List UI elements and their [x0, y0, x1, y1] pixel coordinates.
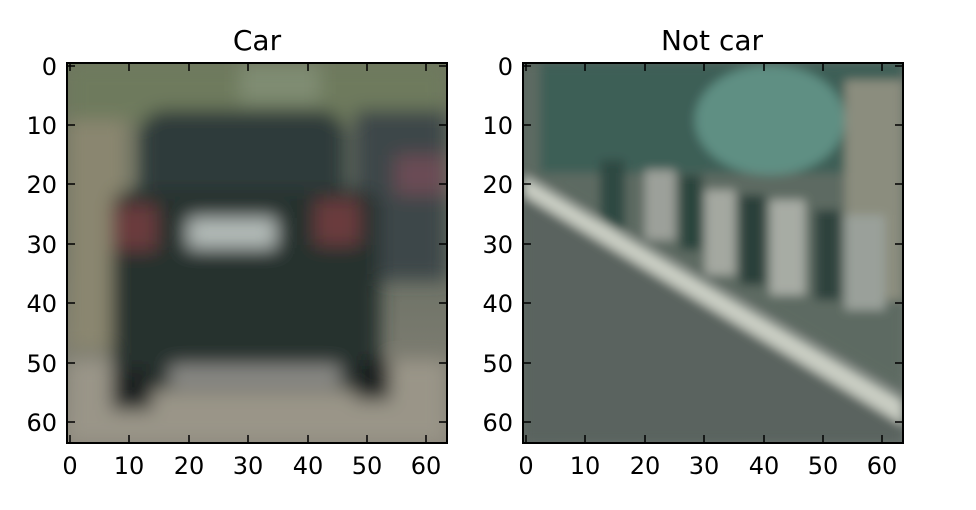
- x-tick: 10: [114, 63, 145, 480]
- x-tick: 50: [352, 63, 383, 480]
- x-tick-label: 40: [749, 452, 780, 480]
- x-tick: 40: [749, 63, 780, 480]
- y-tick-label: 60: [26, 409, 57, 437]
- x-tick-label: 0: [62, 452, 77, 480]
- y-tick: 30: [482, 231, 903, 259]
- y-tick-label: 50: [482, 350, 513, 378]
- y-tick: 60: [26, 409, 447, 437]
- y-tick: 20: [26, 171, 447, 199]
- y-axis: 0 10 20 30 40 50 60: [26, 53, 447, 437]
- panel-title: Car: [233, 24, 282, 57]
- y-tick: 50: [26, 350, 447, 378]
- x-tick: 40: [293, 63, 324, 480]
- x-tick: 60: [867, 63, 898, 480]
- y-tick-label: 10: [26, 112, 57, 140]
- x-tick-label: 60: [867, 452, 898, 480]
- y-tick-label: 40: [482, 290, 513, 318]
- y-tick-label: 20: [482, 171, 513, 199]
- x-tick-label: 30: [233, 452, 264, 480]
- x-tick: 0: [518, 63, 534, 480]
- x-axis: 0 10 20 30 40 50 60: [62, 63, 441, 480]
- x-tick: 60: [411, 63, 442, 480]
- x-tick: 30: [689, 63, 720, 480]
- x-tick: 20: [174, 63, 205, 480]
- y-tick-label: 10: [482, 112, 513, 140]
- panel-title: Not car: [661, 24, 764, 57]
- y-tick: 10: [482, 112, 903, 140]
- y-tick-label: 30: [26, 231, 57, 259]
- y-axis: 0 10 20 30 40 50 60: [482, 53, 903, 437]
- x-tick: 0: [62, 63, 78, 480]
- x-tick-label: 10: [114, 452, 145, 480]
- x-tick: 50: [808, 63, 839, 480]
- x-axis: 0 10 20 30 40 50 60: [518, 63, 897, 480]
- x-tick-label: 50: [352, 452, 383, 480]
- y-tick-label: 30: [482, 231, 513, 259]
- x-tick-label: 50: [808, 452, 839, 480]
- x-tick-label: 20: [630, 452, 661, 480]
- x-tick-label: 20: [174, 452, 205, 480]
- not-car-image: [523, 63, 903, 443]
- y-tick: 0: [498, 53, 903, 81]
- y-tick-label: 60: [482, 409, 513, 437]
- y-tick: 60: [482, 409, 903, 437]
- y-tick-label: 0: [498, 53, 513, 81]
- y-tick-label: 40: [26, 290, 57, 318]
- y-tick: 50: [482, 350, 903, 378]
- y-tick: 0: [42, 53, 447, 81]
- x-tick: 20: [630, 63, 661, 480]
- y-tick-label: 50: [26, 350, 57, 378]
- x-tick-label: 60: [411, 452, 442, 480]
- y-tick: 40: [482, 290, 903, 318]
- x-tick-label: 40: [293, 452, 324, 480]
- x-tick: 30: [233, 63, 264, 480]
- y-tick-label: 0: [42, 53, 57, 81]
- axes-frame: [522, 62, 904, 444]
- car-image: [67, 63, 447, 443]
- y-tick: 40: [26, 290, 447, 318]
- y-tick-label: 20: [26, 171, 57, 199]
- x-tick: 10: [570, 63, 601, 480]
- x-tick-label: 30: [689, 452, 720, 480]
- axes-frame: [66, 62, 448, 444]
- x-tick-label: 0: [518, 452, 533, 480]
- y-tick: 20: [482, 171, 903, 199]
- panel-not-car: Not car: [482, 24, 904, 480]
- x-tick-label: 10: [570, 452, 601, 480]
- y-tick: 30: [26, 231, 447, 259]
- y-tick: 10: [26, 112, 447, 140]
- panel-car: Car: [26, 24, 448, 480]
